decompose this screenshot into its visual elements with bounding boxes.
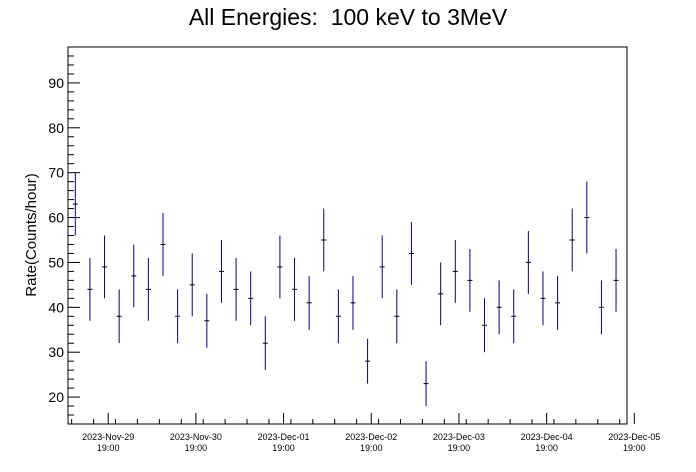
data-point xyxy=(379,235,385,299)
data-point xyxy=(365,338,371,384)
x-tick-label-time: 19:00 xyxy=(185,443,208,453)
x-tick-label-date: 2023-Dec-03 xyxy=(433,432,485,442)
data-point xyxy=(87,257,93,321)
x-tick-label-date: 2023-Dec-01 xyxy=(258,432,310,442)
y-tick-label: 80 xyxy=(48,120,64,136)
data-point xyxy=(584,181,590,254)
data-point xyxy=(248,271,254,326)
chart-title: All Energies: 100 keV to 3MeV xyxy=(188,4,508,30)
x-tick-label-time: 19:00 xyxy=(623,443,646,453)
x-tick-label-date: 2023-Nov-30 xyxy=(170,432,222,442)
y-axis: 20 30 40 50 60 70 80 90 xyxy=(48,46,80,425)
data-point xyxy=(335,289,341,344)
data-points xyxy=(72,172,619,407)
x-tick-label-time: 19:00 xyxy=(272,443,295,453)
data-point xyxy=(131,244,137,308)
data-point xyxy=(598,280,604,335)
data-point xyxy=(189,253,195,317)
x-tick-label-date: 2023-Dec-05 xyxy=(608,432,660,442)
x-tick-label-date: 2023-Nov-29 xyxy=(82,432,134,442)
data-point xyxy=(569,208,575,272)
data-point xyxy=(321,208,327,272)
data-point xyxy=(438,262,444,326)
y-tick-label: 70 xyxy=(48,165,64,181)
data-point xyxy=(408,222,414,285)
data-point xyxy=(277,235,283,299)
y-tick-label: 50 xyxy=(48,254,64,270)
x-tick-label-time: 19:00 xyxy=(535,443,558,453)
data-point xyxy=(511,289,517,344)
data-point xyxy=(555,275,561,330)
data-point xyxy=(423,361,429,407)
y-axis-label: Rate(Counts/hour) xyxy=(23,173,40,296)
data-point xyxy=(496,280,502,335)
data-point xyxy=(102,235,108,299)
data-point xyxy=(525,231,531,294)
data-point xyxy=(262,316,268,371)
data-point xyxy=(482,298,488,353)
data-point xyxy=(394,289,400,344)
data-point xyxy=(233,257,239,321)
y-tick-label: 60 xyxy=(48,210,64,226)
data-point xyxy=(204,293,210,348)
data-point xyxy=(116,289,122,344)
data-point xyxy=(218,239,224,303)
data-point xyxy=(613,248,619,312)
x-tick-label-date: 2023-Dec-02 xyxy=(345,432,397,442)
data-point xyxy=(540,271,546,326)
x-tick-label-time: 19:00 xyxy=(97,443,120,453)
x-tick-label-date: 2023-Dec-04 xyxy=(521,432,573,442)
x-tick-label-time: 19:00 xyxy=(448,443,471,453)
data-point xyxy=(467,248,473,312)
x-axis: 2023-Nov-2919:002023-Nov-3019:002023-Dec… xyxy=(71,413,660,453)
y-tick-label: 30 xyxy=(48,344,64,360)
data-point xyxy=(72,172,78,236)
data-point xyxy=(350,275,356,330)
x-tick-label-time: 19:00 xyxy=(360,443,383,453)
data-point xyxy=(292,257,298,321)
data-point xyxy=(306,275,312,330)
y-tick-label: 90 xyxy=(48,75,64,91)
data-point xyxy=(145,257,151,321)
data-point xyxy=(160,213,166,276)
data-point xyxy=(175,289,181,344)
plot-frame xyxy=(67,46,628,425)
y-tick-label: 40 xyxy=(48,299,64,315)
y-tick-label: 20 xyxy=(48,389,64,405)
data-point xyxy=(452,239,458,303)
